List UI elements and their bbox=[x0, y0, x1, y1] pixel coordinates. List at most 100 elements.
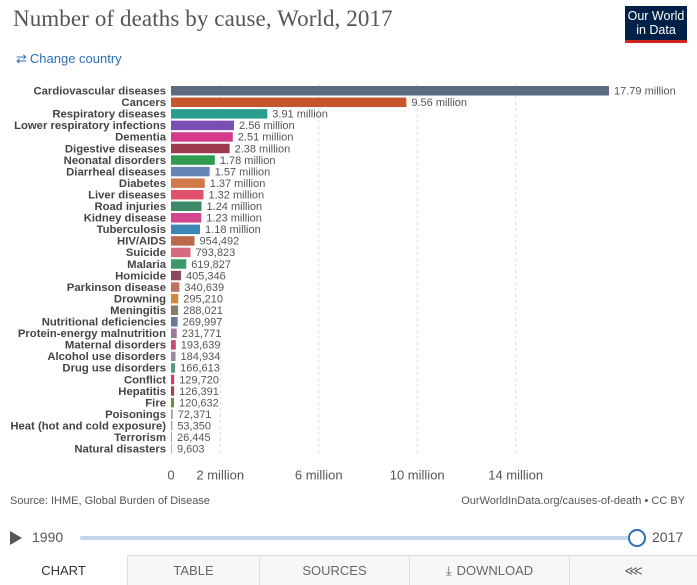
bar bbox=[171, 305, 179, 315]
bar bbox=[171, 109, 268, 119]
value-label: 269,997 bbox=[183, 317, 223, 329]
value-label: 1.32 million bbox=[208, 189, 264, 201]
tab-table-label: Table bbox=[173, 563, 214, 578]
page-title: Number of deaths by cause, World, 2017 bbox=[13, 6, 393, 31]
bar bbox=[171, 201, 202, 211]
share-icon: ⋘ bbox=[624, 563, 643, 578]
value-label: 231,771 bbox=[182, 328, 222, 340]
bar bbox=[171, 293, 179, 304]
category-label: Hepatitis bbox=[118, 386, 166, 398]
download-icon: ⤓ bbox=[445, 563, 452, 578]
value-label: 405,346 bbox=[186, 270, 226, 282]
value-label: 2.38 million bbox=[235, 143, 291, 155]
timeline-end-year: 2017 bbox=[652, 529, 684, 545]
value-label: 9,603 bbox=[177, 444, 205, 456]
value-label: 72,371 bbox=[178, 409, 212, 421]
category-label: Diabetes bbox=[119, 178, 166, 190]
category-label: Nutritional deficiencies bbox=[42, 317, 166, 329]
owid-logo[interactable]: Our World in Data bbox=[625, 6, 687, 43]
value-label: 295,210 bbox=[183, 293, 223, 305]
tab-download[interactable]: ⤓ Download bbox=[410, 556, 570, 585]
category-label: Dementia bbox=[115, 132, 167, 144]
x-tick-label: 0 bbox=[167, 468, 174, 483]
value-label: 619,827 bbox=[191, 259, 231, 271]
bar bbox=[171, 420, 173, 431]
bar bbox=[171, 143, 230, 154]
bar bbox=[171, 444, 172, 454]
value-label: 193,639 bbox=[181, 340, 221, 352]
value-label: 126,391 bbox=[179, 386, 219, 398]
bar bbox=[171, 340, 176, 350]
source-note[interactable]: Source: IHME, Global Burden of Disease bbox=[10, 495, 210, 507]
value-label: 1.23 million bbox=[206, 213, 262, 225]
tab-chart-label: Chart bbox=[41, 563, 86, 578]
category-label: Alcohol use disorders bbox=[47, 351, 166, 363]
category-label: Lower respiratory infections bbox=[14, 120, 166, 132]
x-tick-label: 14 million bbox=[488, 468, 543, 483]
category-label: Conflict bbox=[124, 374, 166, 386]
play-icon[interactable] bbox=[10, 531, 22, 545]
bar bbox=[171, 189, 204, 200]
category-label: Suicide bbox=[126, 247, 166, 259]
change-country-button[interactable]: ⇄ Change country bbox=[16, 51, 122, 67]
value-label: 2.51 million bbox=[238, 132, 294, 144]
logo-accent-bar bbox=[625, 40, 687, 43]
bar bbox=[171, 97, 407, 108]
category-label: Drowning bbox=[114, 293, 166, 305]
bar bbox=[171, 282, 180, 292]
value-label: 17.79 million bbox=[614, 86, 676, 98]
bar bbox=[171, 259, 187, 269]
tab-sources[interactable]: Sources bbox=[260, 556, 410, 585]
category-label: Terrorism bbox=[114, 432, 166, 444]
value-label: 954,492 bbox=[200, 236, 240, 248]
bar bbox=[171, 120, 235, 131]
bar bbox=[171, 132, 233, 142]
category-label: Road injuries bbox=[94, 201, 166, 213]
timeline-track[interactable] bbox=[80, 536, 636, 540]
category-label: Natural disasters bbox=[74, 444, 166, 456]
value-label: 120,632 bbox=[179, 397, 219, 409]
value-label: 9.56 million bbox=[411, 97, 467, 109]
tab-table[interactable]: Table bbox=[128, 556, 260, 585]
bar bbox=[171, 213, 202, 223]
category-label: Respiratory diseases bbox=[52, 109, 166, 121]
license-link[interactable]: OurWorldInData.org/causes-of-death • CC … bbox=[461, 495, 685, 507]
category-label: Protein-energy malnutrition bbox=[18, 328, 166, 340]
value-label: 1.57 million bbox=[215, 166, 271, 178]
bar bbox=[171, 386, 175, 396]
category-label: Meningitis bbox=[110, 305, 166, 317]
category-label: Liver diseases bbox=[88, 189, 166, 201]
tab-chart[interactable]: Chart bbox=[0, 555, 128, 585]
bar bbox=[171, 397, 174, 408]
x-tick-label: 10 million bbox=[390, 468, 445, 483]
value-label: 184,934 bbox=[181, 351, 221, 363]
value-label: 26,445 bbox=[177, 432, 211, 444]
tab-bar: Chart Table Sources ⤓ Download ⋘ bbox=[0, 555, 697, 585]
logo-line-2: in Data bbox=[636, 23, 676, 37]
x-tick-label: 2 million bbox=[196, 468, 244, 483]
bar bbox=[171, 351, 176, 362]
value-label: 793,823 bbox=[196, 247, 236, 259]
tab-share[interactable]: ⋘ bbox=[570, 556, 697, 585]
value-label: 1.24 million bbox=[207, 201, 263, 213]
swap-arrows-icon: ⇄ bbox=[16, 51, 27, 66]
bar bbox=[171, 328, 177, 339]
value-label: 53,350 bbox=[177, 420, 211, 432]
bar bbox=[171, 374, 175, 385]
tab-download-label: Download bbox=[456, 563, 534, 578]
category-label: Maternal disorders bbox=[65, 340, 166, 352]
category-label: Neonatal disorders bbox=[64, 155, 166, 167]
bar bbox=[171, 86, 609, 96]
bar bbox=[171, 432, 172, 442]
category-label: Digestive diseases bbox=[65, 143, 166, 155]
category-label: Cardiovascular diseases bbox=[33, 86, 166, 98]
bar bbox=[171, 224, 201, 235]
value-label: 3.91 million bbox=[272, 109, 328, 121]
category-label: Poisonings bbox=[105, 409, 166, 421]
timeline-handle[interactable] bbox=[628, 529, 646, 547]
value-label: 2.56 million bbox=[239, 120, 295, 132]
bar bbox=[171, 155, 215, 165]
timeline-start-year: 1990 bbox=[32, 529, 64, 545]
value-label: 288,021 bbox=[183, 305, 223, 317]
category-label: Cancers bbox=[121, 97, 166, 109]
